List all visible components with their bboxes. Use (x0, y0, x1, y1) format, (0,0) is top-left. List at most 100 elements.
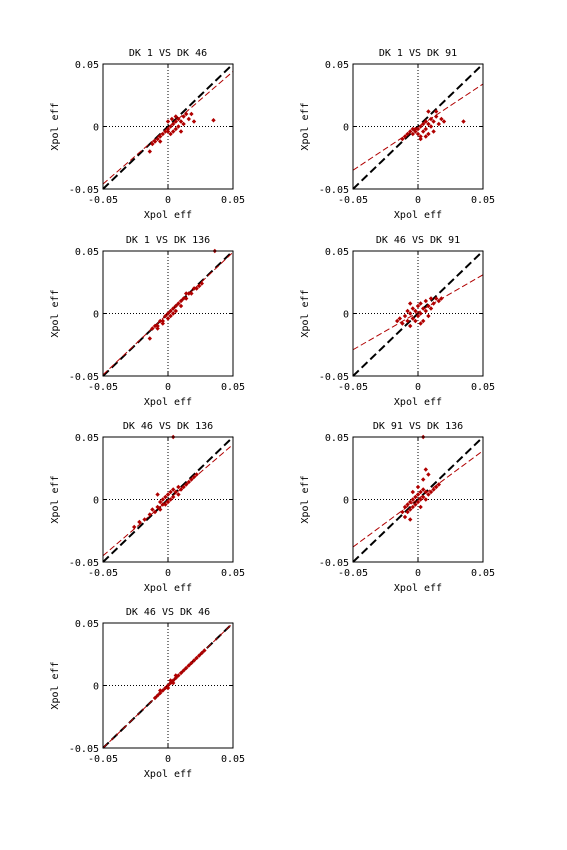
data-point (178, 487, 184, 492)
data-point (423, 298, 428, 304)
data-point (408, 323, 413, 329)
data-point (155, 326, 160, 331)
y-tick-label: 0 (343, 123, 349, 134)
data-point (418, 504, 423, 510)
data-point (176, 484, 181, 490)
chart-panel-4: DK 46 VS DK 91 -0.05-0.05 0 0 0.05 0.05 Xpol e… (300, 235, 495, 408)
data-point (408, 499, 413, 505)
data-point (413, 318, 418, 324)
data-point (171, 311, 176, 316)
data-point (405, 509, 410, 515)
data-point (191, 658, 197, 663)
fit-line (352, 83, 484, 171)
data-point (158, 690, 163, 696)
data-point (426, 313, 431, 319)
data-point (184, 482, 189, 487)
y-axis-label: Xpol eff (300, 102, 311, 150)
data-point (434, 484, 439, 490)
chart-panel-7: DK 46 VS DK 46 -0.05-0.05 0 0 0.05 0.05 Xpol e… (50, 607, 245, 780)
data-point (426, 121, 431, 127)
data-point (415, 303, 421, 309)
data-point (423, 119, 428, 124)
x-tick-label: -0.05 (338, 382, 368, 393)
y-tick-label: 0.05 (75, 60, 99, 71)
data-point (155, 492, 160, 497)
data-point (165, 683, 171, 688)
x-tick-label: -0.05 (88, 754, 118, 765)
unity-line (352, 436, 484, 563)
y-axis-label: Xpol eff (50, 661, 61, 709)
data-point (152, 509, 158, 515)
data-point (421, 318, 426, 324)
data-point (160, 131, 165, 137)
data-point (186, 116, 191, 122)
x-tick-label: 0 (415, 382, 421, 393)
chart-title: DK 46 VS DK 136 (123, 421, 213, 432)
data-point (400, 509, 405, 515)
data-point (150, 326, 155, 331)
data-point (402, 134, 408, 139)
chart-title: DK 1 VS DK 46 (129, 48, 207, 59)
data-point (410, 497, 415, 502)
data-point (423, 308, 428, 314)
data-point (137, 519, 142, 525)
data-point (147, 149, 152, 154)
data-point (171, 487, 176, 492)
x-axis-label: Xpol eff (144, 583, 192, 594)
y-tick-label: 0 (93, 682, 99, 693)
data-point (189, 111, 194, 117)
data-point (426, 492, 431, 497)
data-point (168, 489, 173, 495)
data-point (194, 286, 199, 291)
data-point (155, 323, 160, 329)
data-point (410, 316, 415, 321)
data-point (418, 311, 423, 316)
chart-title: DK 46 VS DK 46 (126, 607, 210, 618)
unity-line (352, 250, 484, 377)
data-point (176, 301, 181, 306)
x-tick-label: 0.05 (221, 568, 245, 579)
x-axis-label: Xpol eff (144, 210, 192, 221)
y-tick-label: 0.05 (325, 247, 349, 258)
x-axis-label: Xpol eff (144, 769, 192, 780)
data-point (178, 129, 184, 134)
data-point (199, 650, 204, 656)
x-axis-label: Xpol eff (394, 397, 442, 408)
chart-panel-1: DK 1 VS DK 46 -0.05-0.05 0 0 0.05 0.05 Xpol ef… (50, 48, 245, 221)
data-point (132, 524, 137, 530)
y-tick-label: -0.05 (319, 372, 349, 383)
data-point (202, 648, 207, 653)
data-point (181, 668, 186, 673)
data-point (163, 685, 168, 691)
data-point (426, 472, 431, 477)
data-point (413, 129, 418, 134)
data-point (173, 119, 178, 124)
y-axis-label: Xpol eff (50, 289, 61, 337)
data-point (176, 124, 181, 129)
data-point (158, 139, 163, 144)
data-point (461, 119, 466, 124)
data-point (152, 695, 158, 701)
data-point (181, 484, 186, 490)
x-tick-label: 0.05 (221, 754, 245, 765)
data-point (413, 502, 418, 507)
x-tick-label: 0.05 (221, 195, 245, 206)
data-point (173, 114, 178, 119)
data-point (415, 484, 421, 490)
data-point (410, 126, 415, 132)
data-point (171, 678, 176, 683)
data-point (434, 296, 439, 301)
x-axis-label: Xpol eff (394, 583, 442, 594)
data-point (191, 286, 197, 291)
data-point (150, 141, 155, 147)
data-point (173, 308, 178, 314)
y-tick-label: 0.05 (75, 433, 99, 444)
data-point (423, 489, 428, 495)
data-point (439, 116, 444, 122)
x-tick-label: -0.05 (338, 195, 368, 206)
data-point (176, 492, 181, 497)
data-point (439, 296, 444, 301)
data-point (176, 673, 181, 678)
data-point (402, 514, 408, 520)
data-point (171, 680, 176, 686)
